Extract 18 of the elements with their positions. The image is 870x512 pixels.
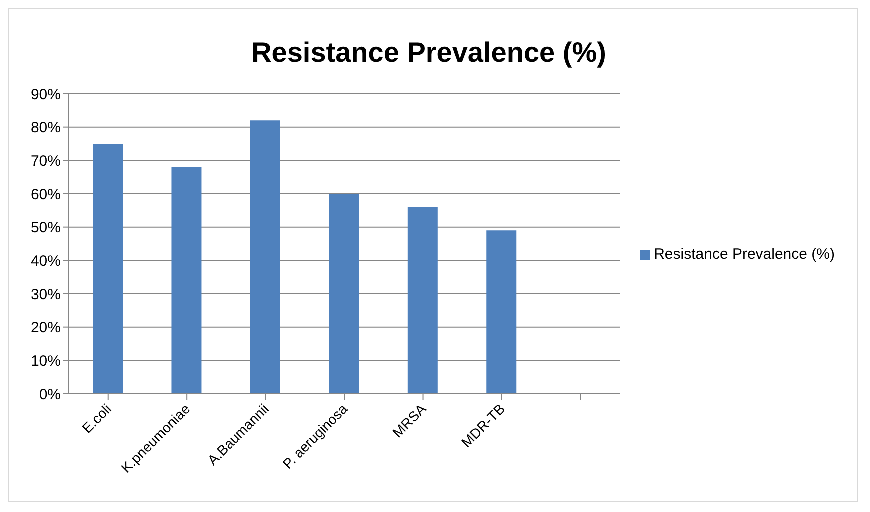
- y-tick-label: 70%: [30, 152, 61, 170]
- legend-label: Resistance Prevalence (%): [654, 246, 835, 262]
- bar: [93, 144, 123, 394]
- y-tick-label: 90%: [30, 86, 61, 104]
- bar: [329, 194, 360, 394]
- bar: [486, 230, 517, 394]
- bar: [250, 120, 280, 394]
- bar: [408, 207, 438, 394]
- y-tick-label: 10%: [30, 352, 61, 370]
- chart-title: Resistance Prevalence (%): [250, 37, 608, 69]
- y-tick-label: 40%: [30, 252, 61, 270]
- y-tick-label: 50%: [30, 220, 61, 237]
- y-tick-label: 20%: [30, 320, 61, 337]
- bar: [172, 167, 202, 394]
- y-tick-label: 30%: [30, 286, 61, 304]
- y-tick-label: 80%: [30, 120, 61, 137]
- y-tick-label: 60%: [30, 186, 61, 204]
- y-tick-label: 0%: [39, 386, 61, 404]
